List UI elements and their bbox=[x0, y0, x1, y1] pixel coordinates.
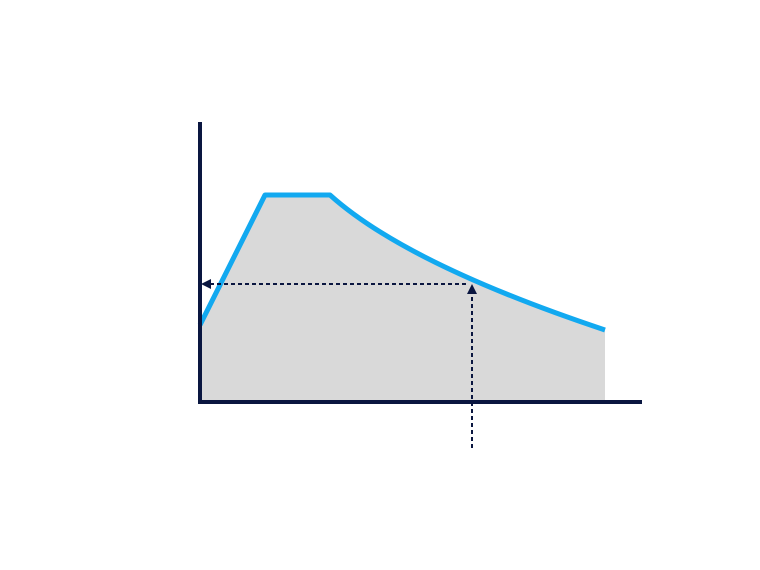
up-arrowhead bbox=[467, 284, 477, 294]
area-under-curve bbox=[200, 195, 605, 402]
left-arrowhead bbox=[201, 279, 211, 289]
curve bbox=[197, 192, 606, 333]
